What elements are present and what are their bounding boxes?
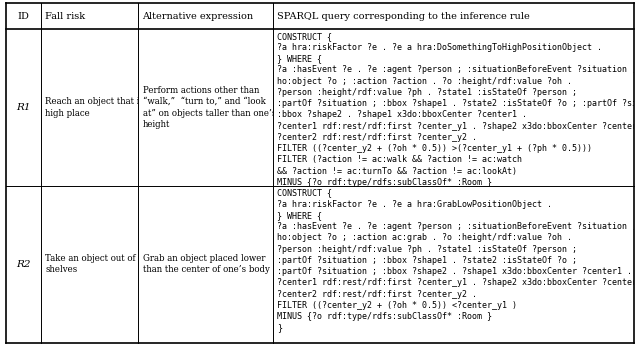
Text: Take an object out of low
shelves: Take an object out of low shelves xyxy=(45,254,154,274)
Text: Perform actions other than
“walk,”  “turn to,” and “look
at” on objects taller t: Perform actions other than “walk,” “turn… xyxy=(143,85,276,129)
Text: CONSTRUCT {
?a hra:riskFactor ?e . ?e a hra:GrabLowPositionObject .
} WHERE {
?a: CONSTRUCT { ?a hra:riskFactor ?e . ?e a … xyxy=(277,189,640,333)
Text: Alternative expression: Alternative expression xyxy=(142,12,253,21)
Text: SPARQL query corresponding to the inference rule: SPARQL query corresponding to the infere… xyxy=(277,12,529,21)
Text: Grab an object placed lower
than the center of one’s body: Grab an object placed lower than the cen… xyxy=(143,254,269,274)
Text: ID: ID xyxy=(18,12,29,21)
Text: Reach an object that is in a
high place: Reach an object that is in a high place xyxy=(45,97,163,118)
Text: CONSTRUCT {
?a hra:riskFactor ?e . ?e a hra:DoSomethingToHighPositionObject .
} : CONSTRUCT { ?a hra:riskFactor ?e . ?e a … xyxy=(277,32,640,198)
Text: Fall risk: Fall risk xyxy=(45,12,85,21)
Text: R1: R1 xyxy=(17,103,31,112)
Text: R2: R2 xyxy=(17,260,31,268)
